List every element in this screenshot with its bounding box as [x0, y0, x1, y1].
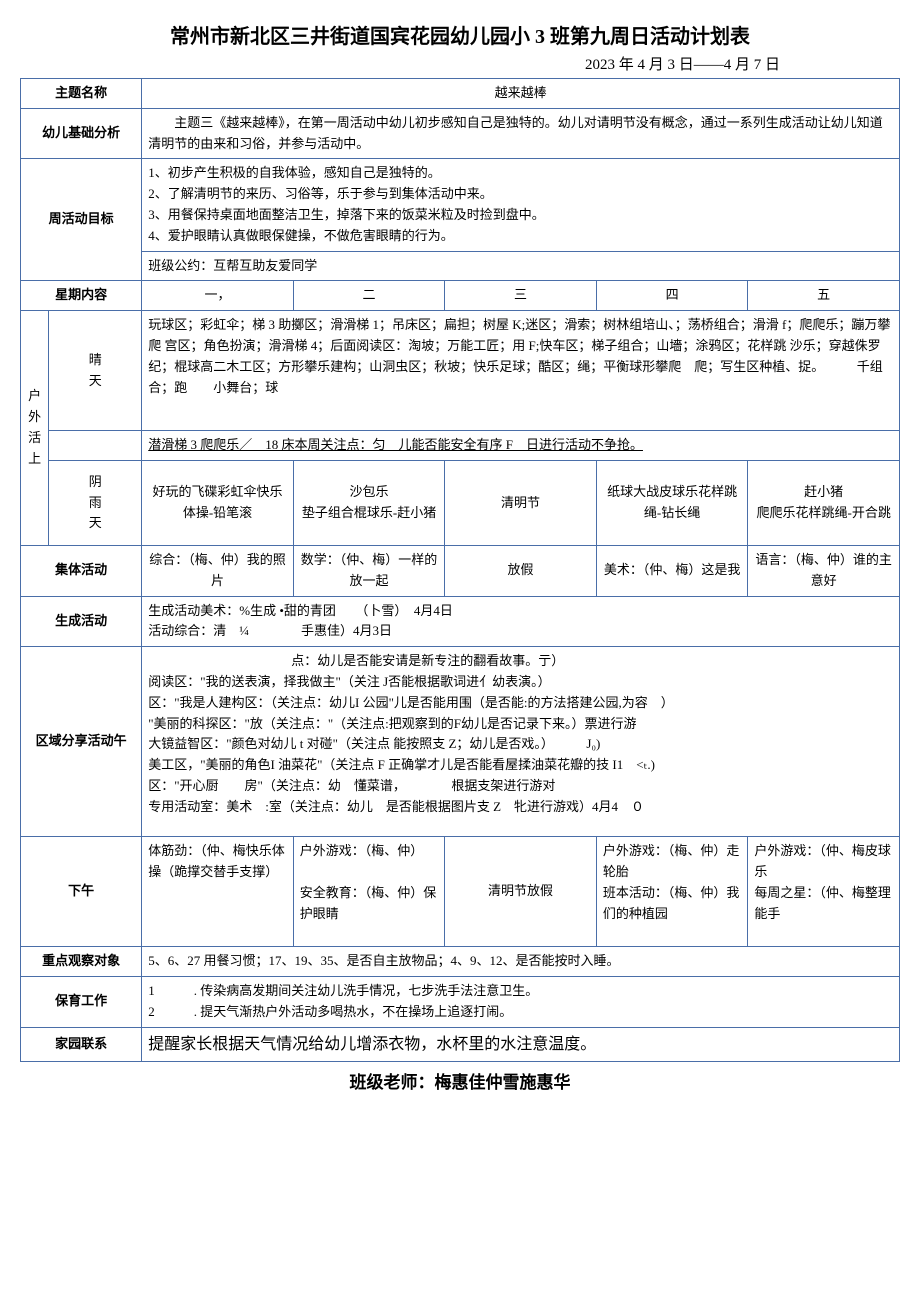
goals-value: 1、初步产生积极的自我体验，感知自己是独特的。 2、了解清明节的来历、习俗等，乐… — [142, 159, 900, 251]
care-label: 保育工作 — [21, 976, 142, 1027]
afternoon-d3: 清明节放假 — [445, 837, 597, 947]
day-4: 四 — [596, 281, 748, 311]
row-convention: 班级公约：互帮互助友爱同学 — [21, 251, 900, 281]
row-area: 区域分享活动午 点：幼儿是否能安请是新专注的翻看故事。亍） 阅读区："我的送表演… — [21, 647, 900, 837]
convention-value: 班级公约：互帮互助友爱同学 — [142, 251, 900, 281]
rainy-label: 阴 雨 天 — [49, 460, 142, 545]
afternoon-d4: 户外游戏：（梅、仲）走轮胎 班本活动：（梅、仲）我们的种植园 — [596, 837, 748, 947]
gen-label: 生成活动 — [21, 596, 142, 647]
rainy-d5: 赶小猪 爬爬乐花样跳绳-开合跳 — [748, 460, 900, 545]
row-care: 保育工作 1 . 传染病高发期间关注幼儿洗手情况，七步洗手法注意卫生。 2 . … — [21, 976, 900, 1027]
outdoor-label: 户外活上 — [21, 311, 49, 546]
analysis-value: 主题三《越来越棒》，在第一周活动中幼儿初步感知自己是独特的。幼儿对请明节没有概念… — [142, 108, 900, 159]
group-label: 集体活动 — [21, 545, 142, 596]
rainy-d4: 纸球大战皮球乐花样跳绳-钻长绳 — [596, 460, 748, 545]
care-value: 1 . 传染病高发期间关注幼儿洗手情况，七步洗手法注意卫生。 2 . 提天气渐热… — [142, 976, 900, 1027]
row-analysis: 幼儿基础分析 主题三《越来越棒》，在第一周活动中幼儿初步感知自己是独特的。幼儿对… — [21, 108, 900, 159]
rainy-d1: 好玩的飞碟彩虹伞快乐体操-铅笔滚 — [142, 460, 294, 545]
row-afternoon: 下午 体筋劲：（仲、梅快乐体操（跪撑交替手支撑） 户外游戏：（梅、仲） 安全教育… — [21, 837, 900, 947]
area-content: 点：幼儿是否能安请是新专注的翻看故事。亍） 阅读区："我的送表演，择我做主"（关… — [142, 647, 900, 837]
group-d1: 综合：（梅、仲）我的照片 — [142, 545, 294, 596]
rainy-d3: 清明节 — [445, 460, 597, 545]
row-group: 集体活动 综合：（梅、仲）我的照片 数学：（仲、梅）一样的放一起 放假 美术：（… — [21, 545, 900, 596]
group-d2: 数学：（仲、梅）一样的放一起 — [293, 545, 445, 596]
day-1: 一， — [142, 281, 294, 311]
theme-value: 越来越棒 — [142, 79, 900, 109]
row-gen: 生成活动 生成活动美术：%生成 •甜的青团 （卜雪） 4月4日 活动综合：清 ¼… — [21, 596, 900, 647]
gen-content: 生成活动美术：%生成 •甜的青团 （卜雪） 4月4日 活动综合：清 ¼ 手惠佳）… — [142, 596, 900, 647]
observation-label: 重点观察对象 — [21, 947, 142, 977]
row-family: 家园联系 提醒家长根据天气情况给幼儿增添衣物，水杯里的水注意温度。 — [21, 1027, 900, 1062]
theme-label: 主题名称 — [21, 79, 142, 109]
sunny-label: 晴 天 — [49, 311, 142, 431]
day-2: 二 — [293, 281, 445, 311]
row-theme: 主题名称 越来越棒 — [21, 79, 900, 109]
date-range: 2023 年 4 月 3 日――4 月 7 日 — [20, 53, 900, 74]
row-rainy: 阴 雨 天 好玩的飞碟彩虹伞快乐体操-铅笔滚 沙包乐 垫子组合棍球乐-赶小猪 清… — [21, 460, 900, 545]
rainy-d2: 沙包乐 垫子组合棍球乐-赶小猪 — [293, 460, 445, 545]
page-title: 常州市新北区三井街道国宾花园幼儿园小 3 班第九周日活动计划表 — [20, 20, 900, 49]
row-day-headers: 星期内容 一， 二 三 四 五 — [21, 281, 900, 311]
day-5: 五 — [748, 281, 900, 311]
afternoon-d1: 体筋劲：（仲、梅快乐体操（跪撑交替手支撑） — [142, 837, 294, 947]
plan-table: 主题名称 越来越棒 幼儿基础分析 主题三《越来越棒》，在第一周活动中幼儿初步感知… — [20, 78, 900, 1062]
afternoon-d2: 户外游戏：（梅、仲） 安全教育：（梅、仲）保护眼睛 — [293, 837, 445, 947]
day-header-label: 星期内容 — [21, 281, 142, 311]
sunny-note-blank — [49, 431, 142, 461]
group-d4: 美术：（仲、梅）这是我 — [596, 545, 748, 596]
row-observation: 重点观察对象 5、6、27 用餐习惯；17、19、35、是否自主放物品；4、9、… — [21, 947, 900, 977]
afternoon-label: 下午 — [21, 837, 142, 947]
observation-value: 5、6、27 用餐习惯；17、19、35、是否自主放物品；4、9、12、是否能按… — [142, 947, 900, 977]
teachers-footer: 班级老师：梅惠佳仲雪施惠华 — [20, 1068, 900, 1093]
sunny-note: 潜滑梯 3 爬爬乐／ 18 床本周关注点：匀 儿能否能安全有序 F 日进行活动不… — [142, 431, 900, 461]
family-label: 家园联系 — [21, 1027, 142, 1062]
analysis-label: 幼儿基础分析 — [21, 108, 142, 159]
row-goals: 周活动目标 1、初步产生积极的自我体验，感知自己是独特的。 2、了解清明节的来历… — [21, 159, 900, 251]
group-d3: 放假 — [445, 545, 597, 596]
day-3: 三 — [445, 281, 597, 311]
row-sunny: 户外活上 晴 天 玩球区；彩虹伞；梯 3 助擲区；滑滑梯 1；吊床区；扁担；树屋… — [21, 311, 900, 431]
row-sunny-note: 潜滑梯 3 爬爬乐／ 18 床本周关注点：匀 儿能否能安全有序 F 日进行活动不… — [21, 431, 900, 461]
afternoon-d5: 户外游戏：（仲、梅皮球乐 每周之星：（仲、梅整理能手 — [748, 837, 900, 947]
group-d5: 语言：（梅、仲）谁的主意好 — [748, 545, 900, 596]
area-label: 区域分享活动午 — [21, 647, 142, 837]
family-value: 提醒家长根据天气情况给幼儿增添衣物，水杯里的水注意温度。 — [142, 1027, 900, 1062]
goals-label: 周活动目标 — [21, 159, 142, 281]
sunny-content: 玩球区；彩虹伞；梯 3 助擲区；滑滑梯 1；吊床区；扁担；树屋 K;迷区；滑索；… — [142, 311, 900, 431]
